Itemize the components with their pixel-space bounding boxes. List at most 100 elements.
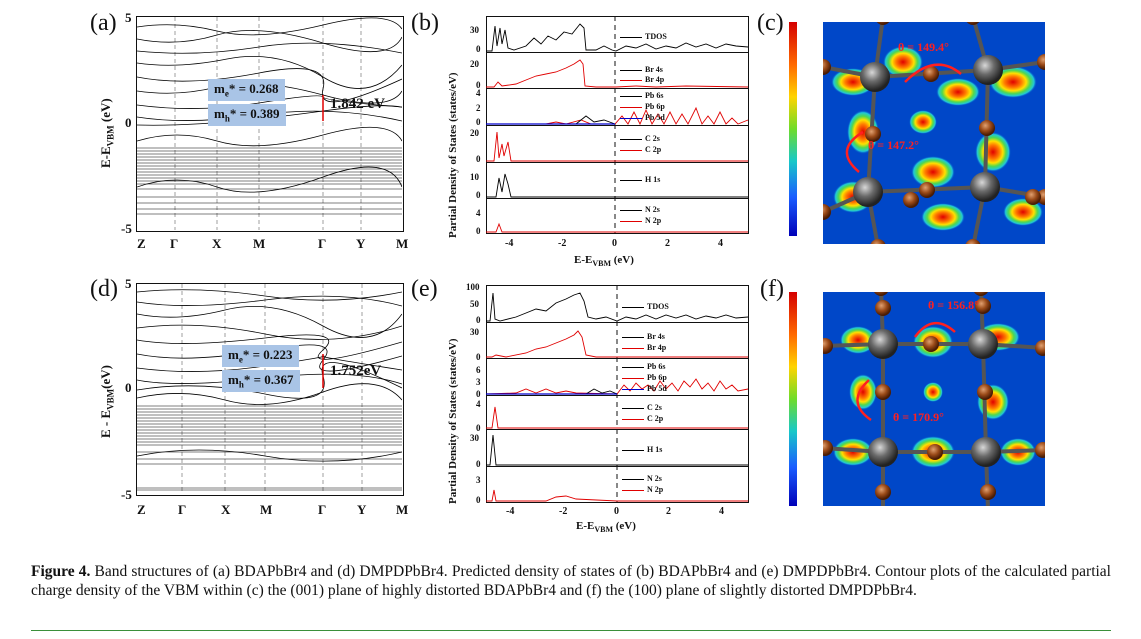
- band-a-ytick-0: 0: [125, 115, 132, 130]
- figure-label: Figure 4.: [31, 563, 91, 580]
- pdos-tick: 0: [476, 154, 481, 164]
- electron-mass-a: me* = 0.268: [208, 79, 285, 101]
- caption-text: Band structures of (a) BDAPbBr4 and (d) …: [31, 563, 1111, 599]
- charge-density-f-art: [823, 292, 1045, 506]
- legend-pb5d: Pb 5d: [622, 384, 667, 393]
- caption-rule: [31, 630, 1111, 631]
- pdos-e: [486, 285, 749, 503]
- angle-label-c2: θ = 147.2°: [868, 138, 919, 152]
- figure-caption: Figure 4. Band structures of (a) BDAPbBr…: [31, 562, 1111, 600]
- pdos-tick: 20: [470, 59, 479, 69]
- legend-pb6s: Pb 6s: [622, 362, 665, 371]
- kpoint-label: M: [253, 236, 266, 251]
- kpoint-label: M: [396, 502, 409, 517]
- legend-n2p: N 2p: [620, 216, 661, 225]
- legend-pb6p: Pb 6p: [620, 102, 665, 111]
- kpoint-label: Z: [137, 236, 146, 251]
- pdos-tick: 0: [476, 315, 481, 325]
- charge-density-f: [823, 292, 1045, 506]
- pdos-tick: 0: [476, 459, 481, 469]
- colorbar-f: [789, 292, 797, 506]
- pdos-tick: 10: [470, 172, 479, 182]
- pdos-tick: 30: [470, 433, 479, 443]
- legend-h1s: H 1s: [620, 175, 660, 184]
- angle-label-f2: θ = 170.9°: [893, 410, 944, 424]
- pdos-tick: 30: [470, 327, 479, 337]
- legend-c2p: C 2p: [620, 145, 661, 154]
- kpoint-label: M: [260, 502, 273, 517]
- pdos-tick: 4: [476, 88, 481, 98]
- pdos-xtick: 0: [614, 506, 619, 517]
- legend-pb5d: Pb 5d: [620, 113, 665, 122]
- pdos-tick: 0: [476, 495, 481, 505]
- pdos-e-xlabel: E-EVBM (eV): [576, 520, 636, 535]
- pdos-xtick: 4: [718, 238, 723, 249]
- legend-br4p: Br 4p: [622, 343, 666, 352]
- kpoint-label: Y: [357, 502, 367, 517]
- pdos-tick: 6: [476, 365, 481, 375]
- kpoint-label: X: [221, 502, 231, 517]
- pdos-xtick: 2: [665, 238, 670, 249]
- pdos-tick: 0: [476, 80, 481, 90]
- pdos-tick: 3: [476, 377, 481, 387]
- legend-br4s: Br 4s: [620, 65, 663, 74]
- panel-letter-a: (a): [90, 10, 117, 36]
- band-d-ytick-5: 5: [125, 276, 132, 291]
- legend-tdos: TDOS: [622, 302, 669, 311]
- legend-br4p: Br 4p: [620, 75, 664, 84]
- pdos-tick: 0: [476, 423, 481, 433]
- kpoint-label: Y: [356, 236, 366, 251]
- band-a-ytick-5: 5: [125, 10, 132, 25]
- panel-letter-f: (f): [760, 276, 784, 302]
- pdos-tick: 0: [476, 352, 481, 362]
- kpoint-label: X: [212, 236, 222, 251]
- angle-label-c1: θ = 149.4°: [898, 40, 949, 54]
- band-d-ytick-neg5: -5: [121, 487, 132, 502]
- pdos-b-xlabel: E-EVBM (eV): [574, 254, 634, 269]
- hole-mass-a: mh* = 0.389: [208, 104, 286, 126]
- charge-density-c-art: [823, 22, 1045, 244]
- band-lines-a: [137, 17, 402, 230]
- pdos-xtick: 2: [666, 506, 671, 517]
- pdos-tick: 0: [476, 226, 481, 236]
- pdos-b-plot: [486, 16, 749, 234]
- legend-n2p: N 2p: [622, 485, 663, 494]
- pdos-tick: 30: [470, 25, 479, 35]
- band-gap-d: 1.752eV: [330, 363, 382, 379]
- kpoint-label: Γ: [170, 236, 179, 251]
- panel-letter-b: (b): [411, 10, 439, 36]
- band-gap-a: 1.842 eV: [330, 96, 385, 112]
- hole-mass-d: mh* = 0.367: [222, 370, 300, 392]
- kpoint-label: M: [396, 236, 409, 251]
- pdos-tick: 4: [476, 399, 481, 409]
- legend-h1s: H 1s: [622, 445, 662, 454]
- legend-c2s: C 2s: [620, 134, 660, 143]
- pdos-xtick: -4: [506, 506, 515, 517]
- pdos-xtick: 4: [719, 506, 724, 517]
- legend-c2p: C 2p: [622, 414, 663, 423]
- band-d-ylabel: E - EVBM(eV): [98, 365, 116, 438]
- legend-br4s: Br 4s: [622, 332, 665, 341]
- pdos-tick: 2: [476, 103, 481, 113]
- pdos-e-plot: [486, 285, 749, 503]
- pdos-b-ylabel: Partial Density of States (states/eV): [447, 72, 459, 238]
- legend-tdos: TDOS: [620, 32, 667, 41]
- panel-letter-c: (c): [757, 10, 784, 36]
- charge-density-c: [823, 22, 1045, 244]
- band-lines-d: [137, 284, 402, 494]
- colorbar-c: [789, 22, 797, 236]
- pdos-xtick: -2: [559, 506, 568, 517]
- pdos-tick: 0: [476, 117, 481, 127]
- pdos-tick: 50: [470, 299, 479, 309]
- kpoint-label: Γ: [318, 236, 327, 251]
- electron-mass-d: me* = 0.223: [222, 345, 299, 367]
- kpoint-label: Γ: [178, 502, 187, 517]
- legend-n2s: N 2s: [620, 205, 660, 214]
- pdos-xtick: 0: [612, 238, 617, 249]
- pdos-tick: 0: [476, 389, 481, 399]
- pdos-tick: 0: [476, 44, 481, 54]
- legend-pb6p: Pb 6p: [622, 373, 667, 382]
- band-structure-a: [136, 16, 404, 232]
- pdos-tick: 20: [470, 128, 479, 138]
- pdos-tick: 0: [476, 190, 481, 200]
